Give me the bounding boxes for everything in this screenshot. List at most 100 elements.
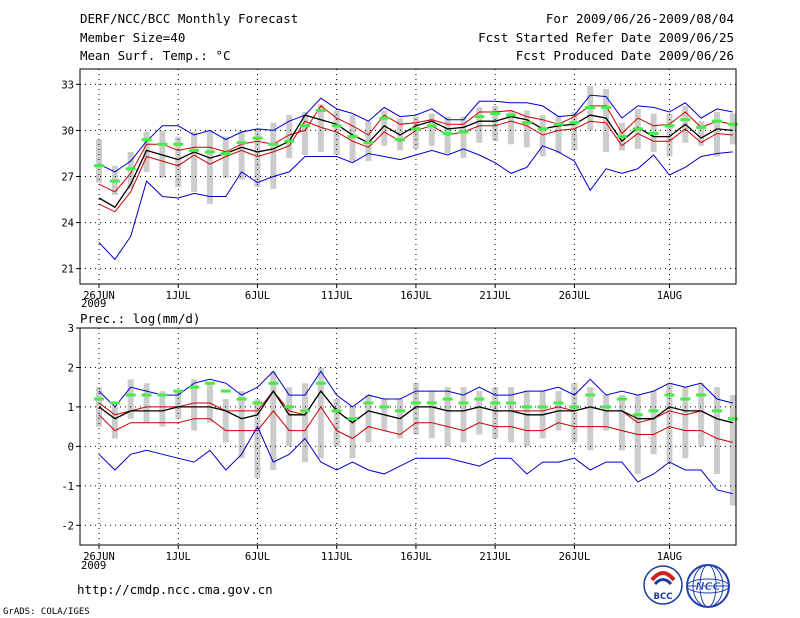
temp-x-tick-label: 11JUL bbox=[321, 290, 353, 302]
temp-y-tick-label: 24 bbox=[61, 218, 74, 230]
forecast-period: For 2009/06/26-2009/08/04 bbox=[546, 11, 734, 26]
temp-range-bar bbox=[302, 112, 309, 155]
temp-range-bar bbox=[222, 136, 229, 179]
prec-range-bar bbox=[191, 379, 198, 431]
temp-x-tick-label: 6JUL bbox=[245, 290, 270, 302]
prec-y-tick-label: 0 bbox=[68, 441, 74, 453]
prec-range-bar bbox=[698, 383, 705, 447]
temp-marker bbox=[395, 138, 406, 142]
temp-marker bbox=[458, 130, 469, 134]
temp-marker bbox=[141, 138, 152, 142]
prec-marker bbox=[284, 405, 295, 409]
prec-marker bbox=[632, 413, 643, 417]
prec-x-tick-label: 26JUN bbox=[83, 551, 115, 563]
temp-range-bar bbox=[206, 130, 213, 205]
temp-marker bbox=[204, 150, 215, 154]
prec-range-bar bbox=[127, 379, 134, 419]
temp-marker bbox=[379, 116, 390, 120]
prec-marker bbox=[727, 417, 738, 421]
precipitation-series-lines bbox=[98, 370, 733, 495]
temp-range-bar bbox=[191, 131, 198, 192]
precipitation-climate-markers bbox=[94, 381, 738, 421]
temp-line-mean-sd bbox=[98, 120, 733, 213]
prec-range-bar bbox=[111, 406, 118, 439]
temp-y-tick-label: 27 bbox=[61, 172, 74, 184]
temp-range-bar bbox=[286, 115, 293, 159]
temp-x-tick-label: 21JUL bbox=[479, 290, 511, 302]
prec-range-bar bbox=[603, 395, 610, 431]
prec-marker bbox=[395, 409, 406, 413]
prec-range-bar bbox=[460, 387, 467, 443]
prec-y-tick-label: 3 bbox=[68, 323, 74, 335]
prec-range-bar bbox=[571, 383, 578, 443]
temperature-observation-markers bbox=[94, 105, 738, 183]
prec-range-bar bbox=[428, 391, 435, 439]
temp-range-bar bbox=[713, 112, 720, 157]
prec-marker bbox=[331, 409, 342, 413]
prec-marker bbox=[648, 409, 659, 413]
prec-marker bbox=[569, 405, 580, 409]
prec-range-bar bbox=[476, 391, 483, 435]
temp-x-tick-label: 26JUL bbox=[559, 290, 591, 302]
prec-range-bar bbox=[523, 391, 530, 447]
prec-marker bbox=[189, 385, 200, 389]
temp-marker bbox=[632, 127, 643, 131]
temp-marker bbox=[236, 141, 247, 145]
temp-range-bar bbox=[238, 130, 245, 180]
temp-range-bar bbox=[127, 151, 134, 189]
prec-marker bbox=[601, 405, 612, 409]
prec-line-ensemble-mean bbox=[98, 389, 733, 424]
temp-marker bbox=[125, 167, 136, 171]
temperature-grid bbox=[80, 69, 736, 284]
prec-marker bbox=[505, 401, 516, 405]
temp-range-bar bbox=[412, 116, 419, 149]
temperature-y-ticks: 21 24 27 30 33 bbox=[61, 79, 80, 276]
temp-marker bbox=[616, 135, 627, 139]
prec-marker bbox=[204, 381, 215, 385]
precipitation-x-ticks: 26JUN 1JUL 6JUL 11JUL 16JUL 21JUL 26JUL 1AUG bbox=[83, 545, 682, 563]
chart-title: DERF/NCC/BCC Monthly Forecast bbox=[80, 11, 298, 26]
temp-marker bbox=[711, 119, 722, 123]
prec-line-ensemble-max bbox=[98, 370, 733, 408]
temp-range-bar bbox=[428, 113, 435, 146]
temp-marker bbox=[189, 148, 200, 152]
temp-marker bbox=[474, 115, 485, 119]
prec-marker bbox=[474, 397, 485, 401]
prec-marker bbox=[268, 381, 279, 385]
prec-y-tick-label: 2 bbox=[68, 362, 74, 374]
prec-marker bbox=[109, 401, 120, 405]
temp-x-tick-label: 26JUN bbox=[83, 290, 115, 302]
precipitation-y-ticks: -2 -1 0 1 2 3 bbox=[61, 323, 80, 532]
temp-marker bbox=[347, 135, 358, 139]
temp-range-bar bbox=[349, 115, 356, 162]
temp-marker bbox=[315, 108, 326, 112]
ncc-logo: NCC bbox=[686, 564, 730, 608]
prec-marker bbox=[141, 393, 152, 397]
prec-y-tick-label: -2 bbox=[61, 520, 74, 532]
prec-range-bar bbox=[587, 387, 594, 451]
prec-range-bar bbox=[713, 387, 720, 474]
temp-range-bar bbox=[492, 105, 499, 142]
prec-range-bar bbox=[365, 395, 372, 443]
temp-y-tick-label: 21 bbox=[61, 264, 74, 276]
prec-marker bbox=[616, 397, 627, 401]
prec-range-bar bbox=[666, 383, 673, 463]
prec-marker bbox=[125, 393, 136, 397]
temp-marker bbox=[680, 118, 691, 122]
source-url[interactable]: http://cmdp.ncc.cma.gov.cn bbox=[77, 582, 273, 597]
prec-marker bbox=[553, 401, 564, 405]
temp-marker bbox=[410, 127, 421, 131]
prec-marker bbox=[379, 405, 390, 409]
prec-line-ensemble-min bbox=[98, 425, 733, 495]
prec-x-tick-label: 1AUG bbox=[657, 551, 682, 563]
temp-range-bar bbox=[365, 121, 372, 162]
prec-range-bar bbox=[507, 387, 514, 443]
fcst-started-date: Fcst Started Refer Date 2009/06/25 bbox=[478, 30, 734, 45]
temp-marker bbox=[585, 105, 596, 109]
prec-marker bbox=[426, 401, 437, 405]
precipitation-grid bbox=[80, 328, 736, 545]
temp-range-bar bbox=[175, 136, 182, 188]
bcc-logo-text: BCC bbox=[654, 592, 673, 602]
temp-marker bbox=[521, 121, 532, 125]
